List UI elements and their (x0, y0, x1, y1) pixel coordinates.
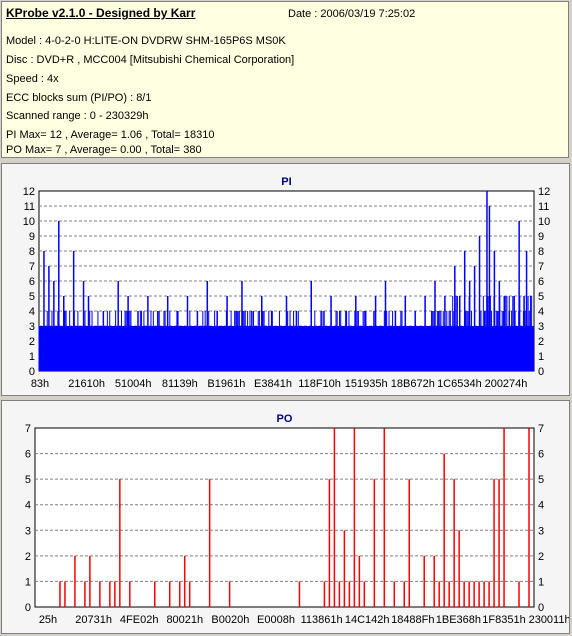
y-tick-label-right: 1 (538, 351, 544, 363)
y-tick-label-right: 0 (538, 602, 544, 614)
y-tick-label-left: 4 (25, 500, 31, 512)
po-chart: PO 0 0 1 1 2 2 3 3 4 4 5 5 6 6 7 7 25h 20731h 4FE02h 80021h B… (25, 413, 569, 626)
x-tick-label: 51004h (115, 378, 152, 390)
y-tick-label-left: 3 (25, 525, 31, 537)
y-tick-label-left: 6 (25, 449, 31, 461)
info-po-stats: PO Max= 7 , Average= 0.00 , Total= 380 (6, 144, 202, 156)
y-tick-label-right: 2 (538, 336, 544, 348)
info-ecc-sum: ECC blocks sum (PI/PO) : 8/1 (6, 92, 152, 104)
y-tick-label-left: 9 (29, 231, 35, 243)
y-tick-label-left: 2 (25, 551, 31, 563)
y-tick-label-right: 11 (538, 201, 549, 213)
y-tick-label-left: 1 (29, 351, 35, 363)
series-bars (38, 191, 534, 371)
y-tick-label-right: 9 (538, 231, 544, 243)
x-tick-label: B1961h (207, 378, 245, 390)
x-tick-label: 1F8351h (482, 614, 525, 626)
x-tick-label: 113861h (301, 614, 343, 626)
y-tick-label-left: 6 (29, 276, 35, 288)
y-tick-label-left: 7 (25, 423, 31, 435)
po-chart-panel: PO 0 0 1 1 2 2 3 3 4 4 5 5 6 6 7 7 25h 20731h 4FE02h 80021h B… (1, 400, 570, 634)
x-tick-label: 1BE368h (436, 614, 481, 626)
y-tick-label-right: 1 (538, 576, 544, 588)
y-tick-label-right: 10 (538, 216, 550, 228)
info-pi-stats: PI Max= 12 , Average= 1.06 , Total= 1831… (6, 129, 215, 141)
x-tick-label: 18B672h (391, 378, 435, 390)
disc-info-panel: KProbe v2.1.0 - Designed by Karr Date : … (1, 1, 569, 158)
y-tick-label-right: 5 (538, 474, 544, 486)
x-tick-label: 4FE02h (120, 614, 159, 626)
y-tick-label-right: 7 (538, 423, 544, 435)
x-tick-label: 200274h (485, 378, 528, 390)
y-tick-label-left: 0 (25, 602, 31, 614)
y-tick-label-right: 2 (538, 551, 544, 563)
y-tick-label-right: 8 (538, 246, 544, 258)
y-tick-label-left: 2 (29, 336, 35, 348)
x-tick-label: B0020h (211, 614, 249, 626)
info-model: Model : 4-0-2-0 H:LITE-ON DVDRW SHM-165P… (6, 35, 286, 47)
y-tick-label-left: 5 (29, 291, 35, 303)
series-bars (59, 428, 530, 607)
x-tick-label: 151935h (345, 378, 388, 390)
y-tick-label-left: 1 (25, 576, 31, 588)
x-tick-label: 25h (39, 614, 57, 626)
y-tick-label-right: 4 (538, 500, 544, 512)
x-tick-label: 1C6534h (437, 378, 482, 390)
y-tick-label-right: 3 (538, 525, 544, 537)
x-tick-label: 21610h (68, 378, 105, 390)
y-tick-label-left: 8 (29, 246, 35, 258)
y-tick-label-left: 7 (29, 261, 35, 273)
x-tick-label: 20731h (75, 614, 112, 626)
info-speed: Speed : 4x (6, 73, 59, 85)
y-tick-label-left: 11 (24, 201, 35, 213)
plot-area (34, 427, 535, 608)
x-tick-label: 14C142h (345, 614, 390, 626)
chart-title: PI (281, 176, 291, 188)
chart-title: PO (277, 413, 293, 425)
y-tick-label-left: 5 (25, 474, 31, 486)
x-tick-label: 83h (31, 378, 49, 390)
pi-chart-panel: PI 0 0 1 1 2 2 3 3 4 4 5 5 6 6 7 7 8 8 9 9 10 10 11 11 12 12 83h 216… (1, 163, 570, 396)
info-scanned-range: Scanned range : 0 - 230329h (6, 110, 149, 122)
y-tick-label-right: 0 (538, 366, 544, 378)
x-tick-label: E3841h (254, 378, 292, 390)
y-tick-label-left: 4 (29, 306, 35, 318)
x-tick-label: E0008h (257, 614, 295, 626)
x-tick-label: 81139h (162, 378, 198, 390)
y-tick-label-right: 12 (538, 186, 550, 198)
y-tick-label-left: 0 (29, 366, 35, 378)
app-title: KProbe v2.1.0 - Designed by Karr (6, 6, 196, 20)
x-tick-label: 230011h (529, 614, 569, 626)
y-tick-label-right: 6 (538, 276, 544, 288)
scan-date: Date : 2006/03/19 7:25:02 (288, 8, 416, 20)
x-tick-label: 80021h (166, 614, 203, 626)
y-tick-label-right: 5 (538, 291, 544, 303)
y-tick-label-right: 4 (538, 306, 544, 318)
y-tick-label-left: 12 (23, 186, 35, 198)
x-tick-label: 118F10h (298, 378, 341, 390)
y-tick-label-right: 3 (538, 321, 544, 333)
y-tick-label-left: 3 (29, 321, 35, 333)
y-tick-label-left: 10 (23, 216, 35, 228)
y-tick-label-right: 6 (538, 449, 544, 461)
x-tick-label: 18488Fh (391, 614, 434, 626)
y-tick-label-right: 7 (538, 261, 544, 273)
info-disc: Disc : DVD+R , MCC004 [Mitsubishi Chemic… (6, 54, 295, 66)
